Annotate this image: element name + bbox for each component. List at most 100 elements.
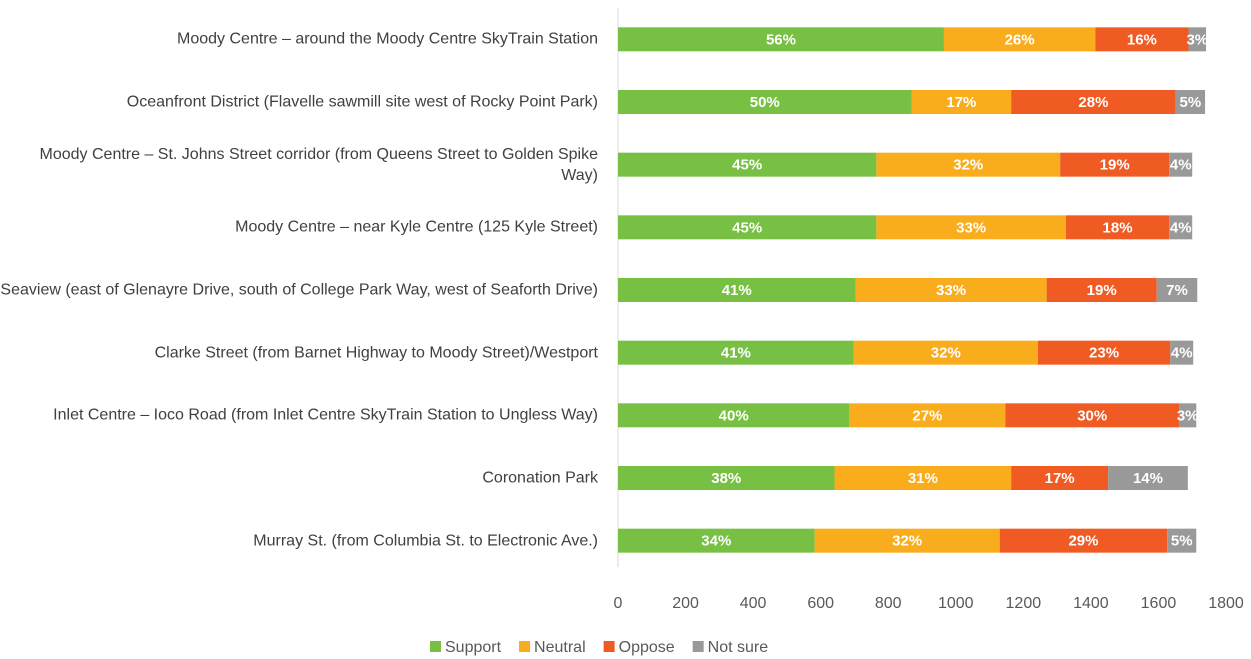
- data-label: 16%: [1127, 31, 1157, 48]
- bar-segment: [1005, 403, 1180, 428]
- data-label: 5%: [1171, 533, 1193, 550]
- data-label: 41%: [721, 345, 751, 362]
- bar-segment: [1170, 340, 1194, 365]
- x-tick-label: 1800: [1208, 595, 1244, 612]
- y-tick-label: Inlet Centre – Ioco Road (from Inlet Cen…: [53, 406, 598, 424]
- data-label: 28%: [1078, 94, 1108, 111]
- bar-segment: [1011, 90, 1176, 114]
- y-tick-label: Coronation Park: [482, 469, 598, 487]
- data-label: 4%: [1171, 345, 1193, 362]
- bar-segment: [618, 466, 835, 490]
- bar-segment: [1108, 466, 1188, 490]
- bar-segment: [1167, 528, 1197, 553]
- data-label: 4%: [1170, 157, 1192, 174]
- x-tick-label: 200: [672, 595, 699, 612]
- data-label: 38%: [711, 470, 741, 487]
- bar-segment: [943, 27, 1096, 52]
- bar-segment: [1169, 152, 1193, 177]
- data-label: 26%: [1005, 31, 1035, 48]
- data-label: 40%: [719, 407, 749, 424]
- data-label: 50%: [750, 94, 780, 111]
- data-label: 23%: [1089, 345, 1119, 362]
- data-label: 34%: [701, 533, 731, 550]
- bar-segment: [618, 528, 815, 553]
- bar-segment: [911, 90, 1012, 114]
- legend-label: Not sure: [708, 639, 769, 656]
- bar-segment: [618, 278, 856, 302]
- bar-segment: [849, 403, 1006, 428]
- y-tick-label: Moody Centre – near Kyle Centre (125 Kyl…: [235, 218, 598, 236]
- x-tick-label: 800: [875, 595, 902, 612]
- bar-segment: [1065, 215, 1170, 240]
- data-label: 45%: [732, 157, 762, 174]
- data-label: 7%: [1166, 282, 1188, 299]
- bar-segment: [814, 528, 1000, 553]
- data-label: 5%: [1180, 94, 1202, 111]
- bar-segment: [1095, 27, 1189, 52]
- data-label: 19%: [1100, 157, 1130, 174]
- data-label: 31%: [908, 470, 938, 487]
- x-tick-label: 1200: [1006, 595, 1042, 612]
- bar-segment: [1169, 215, 1193, 240]
- data-label: 32%: [892, 533, 922, 550]
- data-label: 17%: [946, 94, 976, 111]
- data-label: 41%: [722, 282, 752, 299]
- bar-segment: [618, 152, 877, 177]
- data-label: 4%: [1170, 219, 1192, 236]
- bar-segment: [1188, 27, 1207, 52]
- data-label: 32%: [931, 345, 961, 362]
- bar-segment: [1175, 90, 1206, 114]
- legend-swatch: [430, 641, 441, 652]
- bar-segment: [876, 152, 1061, 177]
- data-label: 33%: [936, 282, 966, 299]
- y-tick-label: Oceanfront District (Flavelle sawmill si…: [126, 93, 598, 111]
- legend-swatch: [692, 641, 704, 652]
- y-tick-label: Moody Centre – around the Moody Centre S…: [177, 30, 598, 48]
- bar-segment: [999, 528, 1168, 553]
- data-label: 29%: [1068, 533, 1098, 550]
- data-label: 14%: [1133, 470, 1163, 487]
- y-tick-label: Seaview (east of Glenayre Drive, south o…: [0, 281, 598, 299]
- bar-segment: [1011, 466, 1109, 490]
- bar-segment: [618, 215, 877, 240]
- bar-segment: [1060, 152, 1170, 177]
- data-label: 27%: [912, 407, 942, 424]
- bar-segment: [1156, 278, 1198, 302]
- x-tick-label: 1600: [1141, 595, 1177, 612]
- legend-swatch: [603, 641, 615, 652]
- x-tick-label: 1400: [1073, 595, 1109, 612]
- data-label: 3%: [1177, 407, 1199, 424]
- legend-label: Neutral: [534, 639, 586, 656]
- x-tick-label: 600: [807, 595, 834, 612]
- x-tick-label: 0: [614, 595, 623, 612]
- bar-segment: [876, 215, 1066, 240]
- data-label: 18%: [1103, 219, 1133, 236]
- bar-segment: [853, 340, 1038, 365]
- data-label: 56%: [766, 31, 796, 48]
- bar-segment: [618, 403, 850, 428]
- x-tick-label: 400: [740, 595, 767, 612]
- bar-segment: [618, 340, 854, 365]
- bar-segment: [834, 466, 1012, 490]
- bar-segment: [1046, 278, 1157, 302]
- data-label: 3%: [1186, 31, 1208, 48]
- y-tick-label: Murray St. (from Columbia St. to Electro…: [253, 532, 598, 550]
- bar-segment: [1179, 403, 1197, 428]
- legend-label: Oppose: [619, 639, 675, 656]
- data-label: 32%: [953, 157, 983, 174]
- bar-segment: [618, 90, 912, 114]
- data-label: 45%: [732, 219, 762, 236]
- legend-swatch: [519, 641, 531, 652]
- data-label: 30%: [1077, 407, 1107, 424]
- x-tick-label: 1000: [938, 595, 974, 612]
- data-label: 33%: [956, 219, 986, 236]
- bar-segment: [1037, 340, 1171, 365]
- data-label: 17%: [1045, 470, 1075, 487]
- legend-label: Support: [445, 639, 502, 656]
- bar-segment: [855, 278, 1047, 302]
- y-tick-label: Clarke Street (from Barnet Highway to Mo…: [154, 344, 598, 362]
- data-label: 19%: [1087, 282, 1117, 299]
- y-tick-label: Moody Centre – St. Johns Street corridor…: [39, 145, 598, 184]
- bar-segment: [618, 27, 944, 52]
